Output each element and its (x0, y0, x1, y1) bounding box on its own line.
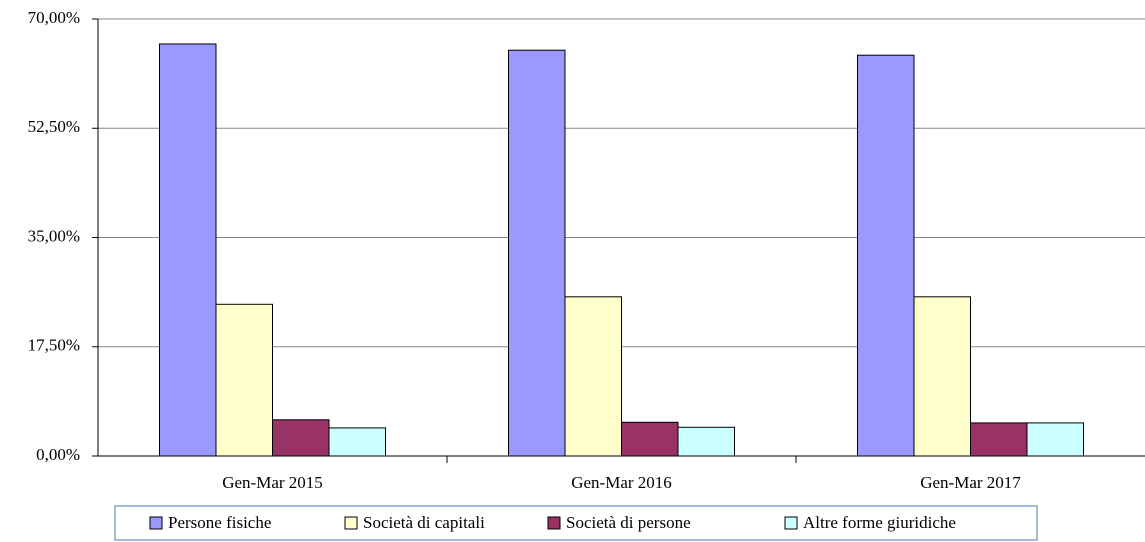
legend-label: Società di capitali (363, 513, 485, 532)
bar (1026, 422, 1084, 457)
legend-label: Società di persone (566, 513, 691, 532)
y-tick-label: 17,50% (28, 336, 80, 355)
bar (508, 49, 566, 457)
y-tick-label: 35,00% (28, 226, 80, 245)
x-tick-label: Gen-Mar 2017 (920, 473, 1021, 492)
x-tick-label: Gen-Mar 2015 (222, 473, 323, 492)
bar (857, 54, 915, 457)
legend-label: Altre forme giuridiche (803, 513, 956, 532)
legend-swatch (344, 516, 358, 530)
y-tick-label: 52,50% (28, 117, 80, 136)
bar (272, 419, 330, 457)
bar (328, 427, 386, 457)
legend-label: Persone fisiche (168, 513, 271, 532)
y-tick-label: 70,00% (28, 8, 80, 27)
bar (621, 421, 679, 457)
bar (677, 426, 735, 457)
legend-swatch (784, 516, 798, 530)
bar (913, 296, 971, 457)
legend (114, 505, 1038, 541)
bar (564, 296, 622, 457)
legend-swatch (149, 516, 163, 530)
x-tick-label: Gen-Mar 2016 (571, 473, 672, 492)
bar (159, 43, 217, 457)
bar (215, 303, 273, 457)
bar (970, 422, 1028, 457)
y-tick-label: 0,00% (36, 445, 80, 464)
legend-swatch (547, 516, 561, 530)
